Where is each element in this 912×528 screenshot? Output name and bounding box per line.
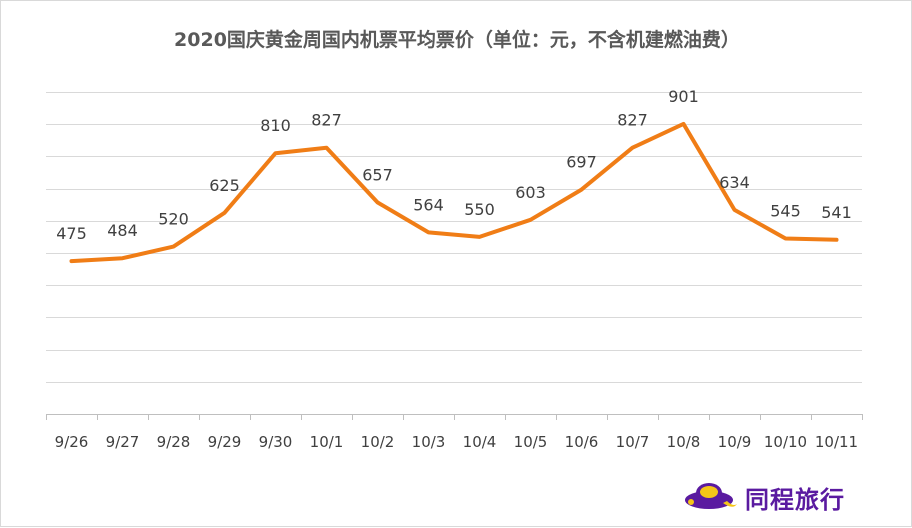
x-tick-label: 10/11: [815, 433, 858, 451]
x-tick-label: 9/29: [208, 433, 242, 451]
tongcheng-logo-icon: [683, 480, 739, 514]
data-label: 603: [515, 183, 546, 202]
data-label: 901: [668, 87, 699, 106]
x-tick-label: 9/28: [157, 433, 191, 451]
data-label: 625: [209, 176, 240, 195]
brand-name: 同程旅行: [745, 480, 845, 515]
data-label: 520: [158, 210, 189, 229]
series-line: [72, 124, 837, 261]
data-label: 634: [719, 173, 750, 192]
x-tick-label: 10/6: [565, 433, 599, 451]
x-tick-label: 10/10: [764, 433, 807, 451]
data-label: 657: [362, 165, 393, 184]
x-tick-label: 9/26: [55, 433, 89, 451]
x-tick-label: 9/30: [259, 433, 293, 451]
data-label: 550: [464, 200, 495, 219]
data-label: 541: [821, 203, 852, 222]
x-tick-label: 10/1: [310, 433, 344, 451]
x-tick-label: 9/27: [106, 433, 140, 451]
x-tick-label: 10/8: [667, 433, 701, 451]
x-tick-label: 10/5: [514, 433, 548, 451]
x-tick-label: 10/2: [361, 433, 395, 451]
x-tick-label: 10/9: [718, 433, 752, 451]
data-label: 697: [566, 153, 597, 172]
x-tick-label: 10/3: [412, 433, 446, 451]
data-label: 827: [617, 111, 648, 130]
data-label: 484: [107, 221, 138, 240]
x-tick-label: 10/4: [463, 433, 497, 451]
data-label: 827: [311, 111, 342, 130]
brand-watermark: 同程旅行: [683, 477, 845, 517]
data-label: 545: [770, 202, 801, 221]
x-tick-label: 10/7: [616, 433, 650, 451]
data-label: 475: [56, 224, 87, 243]
data-label: 810: [260, 116, 291, 135]
data-label: 564: [413, 195, 444, 214]
